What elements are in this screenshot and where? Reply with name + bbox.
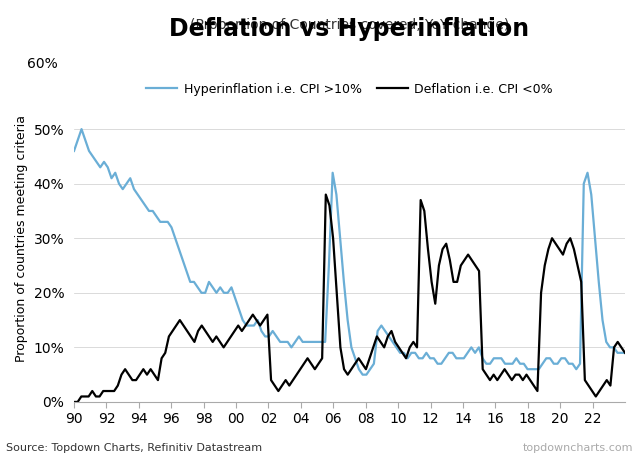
Line: Deflation i.e. CPI <0%: Deflation i.e. CPI <0% <box>74 195 625 402</box>
Hyperinflation i.e. CPI >10% <box>621 350 629 355</box>
Deflation i.e. CPI <0% <box>209 339 216 344</box>
Deflation i.e. CPI <0% <box>322 192 330 197</box>
Deflation i.e. CPI <0% <box>70 399 78 404</box>
Text: (Proportion of Countries covered, YoY change): (Proportion of Countries covered, YoY ch… <box>190 18 509 32</box>
Hyperinflation i.e. CPI >10% <box>348 344 355 350</box>
Y-axis label: Proportion of countries meeting criteria: Proportion of countries meeting criteria <box>15 115 28 362</box>
Hyperinflation i.e. CPI >10% <box>111 170 119 176</box>
Title: Deflation vs Hyperinflation: Deflation vs Hyperinflation <box>170 17 529 40</box>
Deflation i.e. CPI <0% <box>442 241 450 247</box>
Hyperinflation i.e. CPI >10% <box>359 372 367 377</box>
Deflation i.e. CPI <0% <box>621 350 629 355</box>
Deflation i.e. CPI <0% <box>260 317 268 323</box>
Text: 60%: 60% <box>27 57 58 71</box>
Hyperinflation i.e. CPI >10% <box>179 258 187 263</box>
Deflation i.e. CPI <0% <box>88 388 96 394</box>
Text: Source: Topdown Charts, Refinitiv Datastream: Source: Topdown Charts, Refinitiv Datast… <box>6 443 262 453</box>
Deflation i.e. CPI <0% <box>431 301 439 307</box>
Legend: Hyperinflation i.e. CPI >10%, Deflation i.e. CPI <0%: Hyperinflation i.e. CPI >10%, Deflation … <box>141 78 558 101</box>
Deflation i.e. CPI <0% <box>154 377 162 383</box>
Hyperinflation i.e. CPI >10% <box>336 236 344 241</box>
Hyperinflation i.e. CPI >10% <box>77 126 85 132</box>
Line: Hyperinflation i.e. CPI >10%: Hyperinflation i.e. CPI >10% <box>74 129 625 374</box>
Hyperinflation i.e. CPI >10% <box>415 355 422 361</box>
Hyperinflation i.e. CPI >10% <box>467 344 475 350</box>
Hyperinflation i.e. CPI >10% <box>70 148 78 154</box>
Text: topdowncharts.com: topdowncharts.com <box>523 443 634 453</box>
